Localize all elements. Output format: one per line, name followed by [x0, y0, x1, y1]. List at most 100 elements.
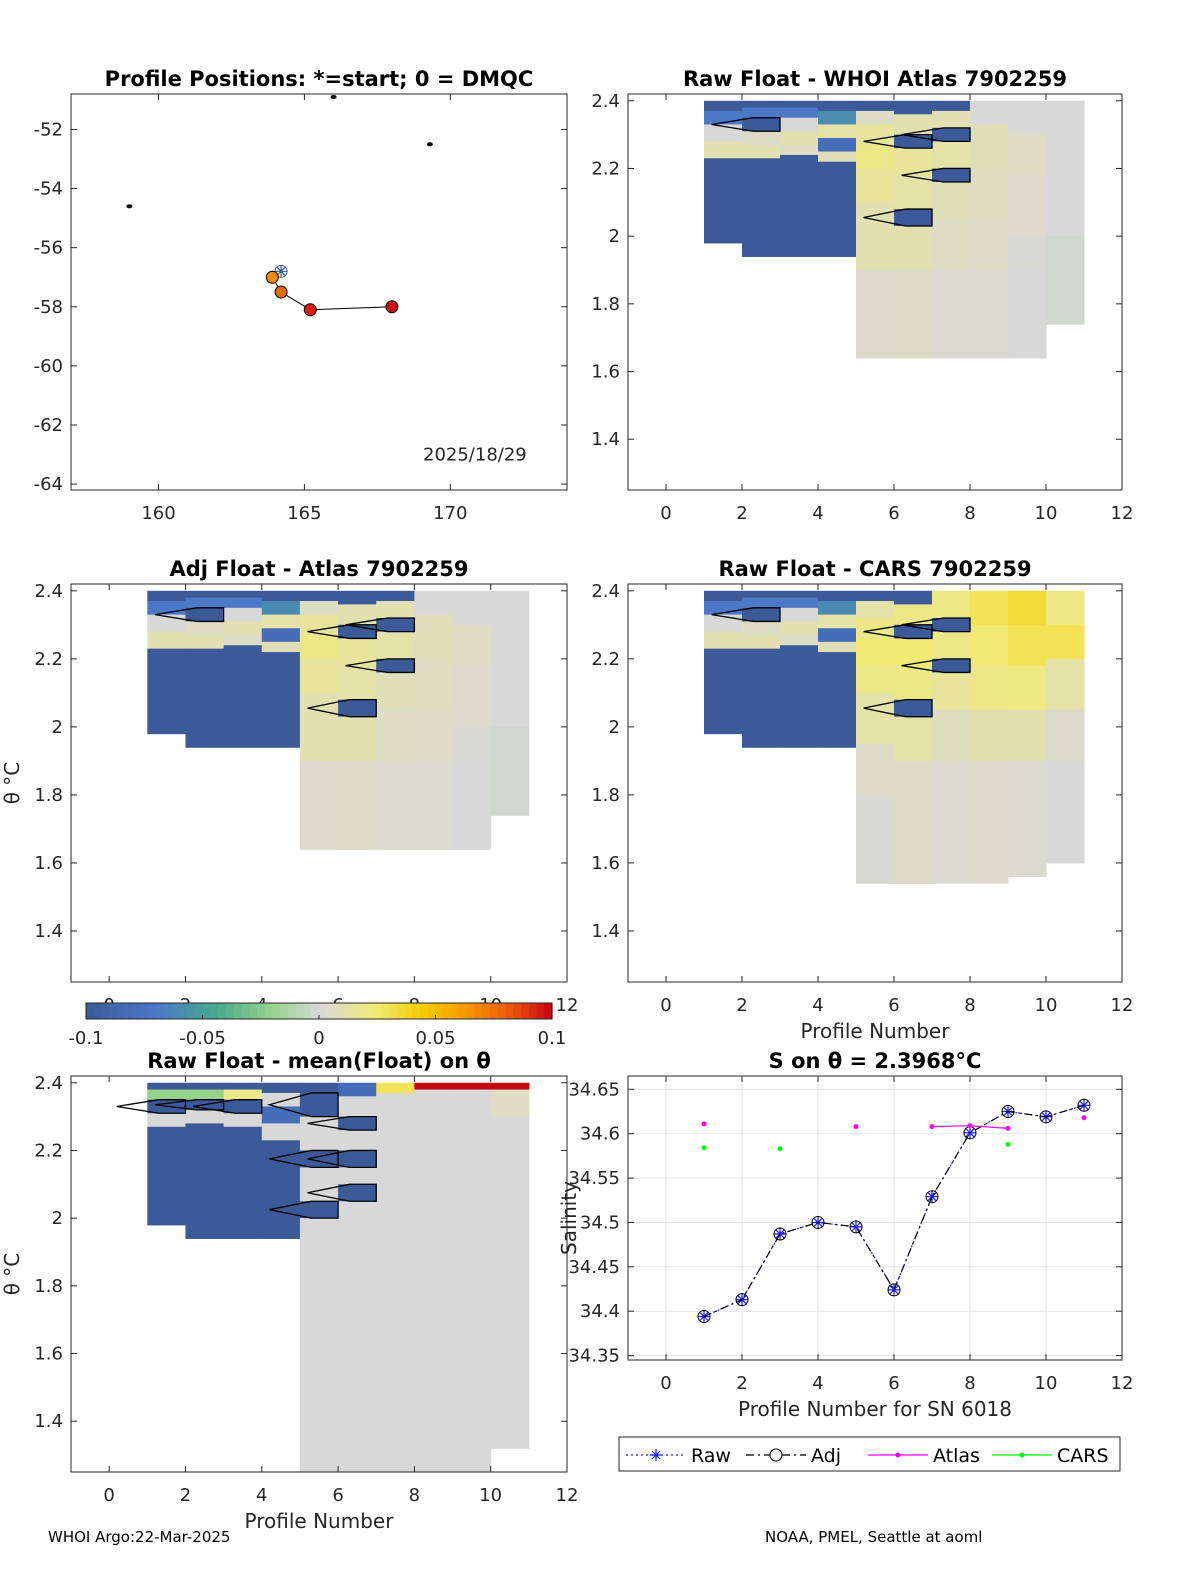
colorbar-swatch	[241, 1003, 250, 1019]
heatmap-cell	[185, 1082, 225, 1091]
heatmap-cell	[780, 597, 819, 609]
heatmap-cell	[818, 161, 857, 257]
data-point-raw	[774, 1227, 786, 1240]
data-point-adj	[697, 1310, 711, 1324]
heatmap-cell	[1046, 168, 1085, 237]
heatmap-cell	[894, 226, 933, 271]
colorbar-swatch	[373, 1003, 382, 1019]
heatmap-cell	[185, 648, 225, 748]
y-tick-label: 1.8	[591, 294, 620, 315]
x-axis-label: Profile Number for SN 6018	[738, 1397, 1012, 1421]
colorbar-swatch	[458, 1003, 468, 1019]
legend-label-adj: Adj	[811, 1445, 841, 1467]
heatmap-cell	[856, 100, 895, 112]
heatmap-cell	[970, 665, 1009, 711]
heatmap-cell	[261, 601, 301, 616]
heatmap-cell	[223, 1099, 263, 1114]
heatmap-cell	[338, 1096, 377, 1118]
heatmap-cell	[490, 658, 530, 728]
colorbar-swatch	[225, 1003, 235, 1019]
colorbar-swatch	[388, 1003, 398, 1019]
heatmap-cell	[261, 1140, 301, 1239]
y-tick-label: 2.4	[34, 1073, 63, 1094]
heatmap-cell	[780, 154, 819, 257]
heatmap-cell	[185, 590, 225, 599]
heatmap-cell	[223, 1126, 263, 1239]
heatmap-cell	[894, 114, 933, 136]
x-tick-label: 10	[479, 1485, 502, 1506]
heatmap-cell	[932, 110, 971, 129]
plot-title: Raw Float - CARS 7902259	[718, 557, 1031, 581]
heatmap-cell	[894, 175, 933, 210]
colorbar-swatch	[303, 1003, 312, 1019]
legend-marker	[1019, 1452, 1025, 1458]
data-point-raw	[926, 1190, 938, 1203]
heatmap-cell	[1008, 709, 1047, 762]
heatmap-cell	[742, 144, 781, 159]
heatmap-cell	[1046, 658, 1085, 711]
x-tick-label: 2	[736, 503, 747, 524]
heatmap-cell	[147, 631, 186, 650]
colorbar-swatch	[427, 1003, 437, 1019]
heatmap-cell	[818, 138, 857, 153]
heatmap-cell	[932, 672, 971, 711]
heatmap-cell	[932, 100, 971, 112]
heatmap-cell	[704, 141, 743, 159]
colorbar-swatch	[505, 1003, 514, 1019]
colorbar-swatch	[148, 1003, 157, 1019]
raw-float-atlas-plot: Raw Float - WHOI Atlas 7902259 0 2 4 6 8 10 12 1…	[591, 67, 1133, 524]
heatmap-cell	[894, 270, 933, 359]
heatmap-cell	[223, 621, 263, 636]
colorbar-swatch	[186, 1003, 196, 1019]
heatmap-cell	[299, 614, 339, 636]
y-tick-label: -64	[34, 474, 63, 495]
heatmap-cell	[970, 219, 1009, 271]
heatmap-cell	[338, 1082, 377, 1097]
data-point-atlas	[1081, 1115, 1087, 1121]
salinity-on-theta-plot: S on θ = 2.3968°C 0 2 4 6 8 10 12 34.35 34.4 34.45…	[557, 1049, 1133, 1472]
contour-line	[863, 699, 933, 718]
heatmap-cell	[261, 628, 301, 643]
colorbar-tick-label: -0.05	[179, 1028, 226, 1049]
colorbar-swatch	[412, 1003, 421, 1019]
y-tick-label: 34.6	[580, 1124, 620, 1145]
heatmap-cell	[856, 692, 895, 745]
contour-line	[863, 624, 933, 640]
data-point-adj	[887, 1283, 901, 1297]
heatmap-cell	[856, 110, 895, 125]
colorbar-swatch	[218, 1003, 227, 1019]
heatmap-cell	[1046, 760, 1085, 864]
colorbar-swatch	[482, 1003, 491, 1019]
data-point-adj	[1001, 1105, 1015, 1118]
heatmap-cell	[818, 590, 857, 602]
colorbar-swatch	[419, 1003, 429, 1019]
y-axis-label: θ °C	[0, 762, 24, 805]
x-tick-label: 6	[888, 503, 899, 524]
heatmap-cell	[932, 590, 971, 619]
heatmap-cell	[338, 1130, 377, 1151]
colorbar-swatch	[256, 1003, 266, 1019]
heatmap-cell	[932, 658, 971, 673]
colorbar-swatch	[124, 1003, 134, 1019]
plot-title: Adj Float - Atlas 7902259	[169, 557, 468, 581]
axes-frame	[70, 93, 568, 491]
heatmap-cell	[147, 1126, 186, 1226]
y-tick-label: 2.4	[591, 91, 620, 112]
heatmap-cell	[970, 760, 1009, 884]
contour-line	[307, 1149, 377, 1169]
y-tick-label: 2.4	[591, 581, 620, 602]
heatmap-cell	[490, 1082, 530, 1091]
heatmap-cell	[1008, 100, 1047, 136]
heatmap-cell	[1008, 236, 1047, 271]
heatmap-cell	[299, 635, 339, 660]
heatmap-cell	[147, 1082, 186, 1091]
heatmap-cell	[338, 699, 377, 718]
heatmap-cell	[742, 158, 781, 257]
heatmap-cell	[780, 144, 819, 156]
heatmap-cell	[704, 648, 743, 735]
heatmap-cell	[742, 621, 781, 636]
heatmap-cell	[414, 709, 454, 762]
contour-line	[307, 1115, 377, 1131]
heatmap-cell	[299, 590, 339, 602]
heatmap-cell	[452, 1089, 492, 1473]
